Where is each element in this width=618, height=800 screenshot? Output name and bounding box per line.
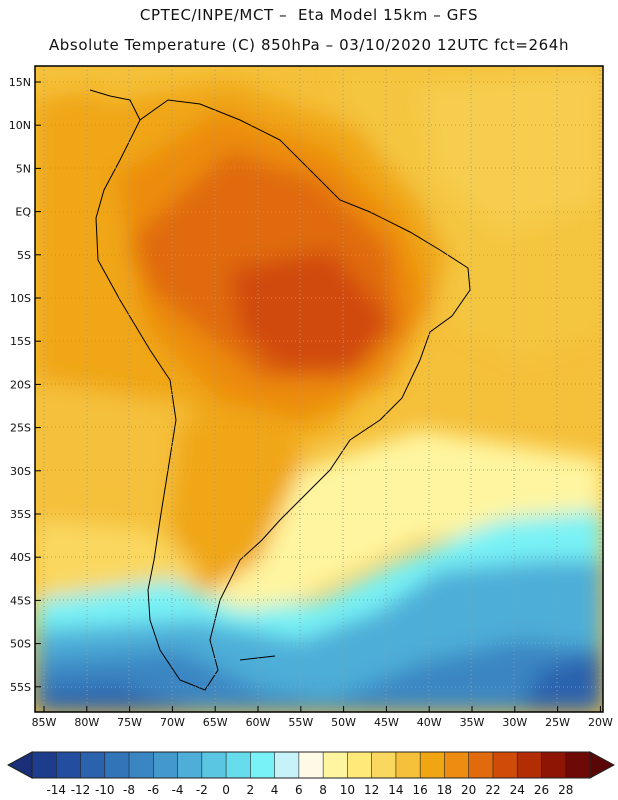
colorbar-swatch (468, 752, 494, 778)
colorbar-label: -12 (71, 783, 91, 797)
lat-label: EQ (15, 206, 31, 219)
colorbar (6, 751, 616, 779)
colorbar-label: -2 (196, 783, 208, 797)
lon-label: 60W (246, 716, 271, 729)
colorbar-label: 2 (247, 783, 255, 797)
colorbar-label: -8 (123, 783, 135, 797)
colorbar-swatch (226, 752, 251, 778)
colorbar-swatch (298, 752, 324, 778)
colorbar-swatch (565, 752, 591, 778)
colorbar-swatch (104, 752, 130, 778)
colorbar-label: 24 (510, 783, 525, 797)
lat-label: 40S (10, 551, 31, 564)
colorbar-swatch (395, 752, 421, 778)
colorbar-swatch (129, 752, 154, 778)
lon-label: 65W (203, 716, 228, 729)
colorbar-label: 22 (485, 783, 500, 797)
colorbar-swatch (371, 752, 397, 778)
colorbar-swatch (153, 752, 178, 778)
colorbar-swatch (323, 752, 348, 778)
lon-label: 55W (288, 716, 313, 729)
lat-label: 20S (10, 378, 31, 391)
colorbar-label: 18 (437, 783, 452, 797)
colorbar-labels: -14 -12 -10 -8 -6 -4 -2 0 2 4 6 8 10 12 14 16 18 20 22 24 26… (46, 783, 573, 797)
lat-label: 15S (10, 335, 31, 348)
lat-label: 5S (17, 249, 31, 262)
colorbar-swatch (56, 752, 81, 778)
lat-label: 10S (10, 292, 31, 305)
lat-label: 30S (10, 465, 31, 478)
colorbar-swatch (80, 752, 106, 778)
colorbar-swatch (444, 752, 470, 778)
colorbar-label: 16 (413, 783, 428, 797)
colorbar-label: 0 (222, 783, 230, 797)
lat-label: 5N (16, 162, 31, 175)
title-line-1: CPTEC/INPE/MCT – Eta Model 15km – GFS (139, 6, 479, 24)
lon-label: 80W (74, 716, 99, 729)
colorbar-label: 10 (340, 783, 355, 797)
temperature-field (35, 66, 603, 712)
colorbar-label: 8 (319, 783, 327, 797)
lon-label: 45W (374, 716, 399, 729)
graticule (35, 66, 603, 712)
lon-label: 75W (117, 716, 142, 729)
colorbar-swatch (347, 752, 373, 778)
colorbar-label: -4 (172, 783, 184, 797)
lat-label: 50S (10, 638, 31, 651)
lon-label: 30W (502, 716, 527, 729)
colorbar-label: -6 (147, 783, 159, 797)
lon-label: 25W (545, 716, 570, 729)
lat-label: 10N (9, 119, 31, 132)
map-frame (34, 65, 604, 713)
colorbar-label: -10 (95, 783, 115, 797)
colorbar-swatch (492, 752, 518, 778)
colorbar-label: -14 (46, 783, 66, 797)
lon-label: 20W (588, 716, 613, 729)
lat-label: 45S (10, 594, 31, 607)
colorbar-label: 12 (364, 783, 379, 797)
lat-label: 35S (10, 508, 31, 521)
colorbar-swatch (177, 752, 203, 778)
colorbar-label: 20 (461, 783, 476, 797)
lat-label: 15N (9, 76, 31, 89)
colorbar-swatch (274, 752, 300, 778)
colorbar-swatch (420, 752, 445, 778)
colorbar-swatch (517, 752, 542, 778)
colorbar-max-arrow (589, 751, 616, 779)
lon-label: 35W (460, 716, 485, 729)
colorbar-label: 14 (388, 783, 403, 797)
title-line-2: Absolute Temperature (C) 850hPa – 03/10/… (48, 36, 570, 54)
colorbar-swatch (250, 752, 276, 778)
colorbar-swatch (201, 752, 227, 778)
lat-label: 25S (10, 422, 31, 435)
colorbar-frame (31, 751, 591, 779)
colorbar-label: 26 (534, 783, 549, 797)
colorbar-swatch (541, 752, 567, 778)
colorbar-swatch (32, 752, 57, 778)
colorbar-min-arrow (6, 751, 33, 779)
lat-label: 55S (10, 681, 31, 694)
lon-label: 50W (331, 716, 356, 729)
colorbar-label: 6 (295, 783, 303, 797)
lon-label: 85W (32, 716, 57, 729)
colorbar-label: 28 (558, 783, 573, 797)
lon-label: 70W (160, 716, 185, 729)
lon-label: 40W (417, 716, 442, 729)
colorbar-label: 4 (271, 783, 279, 797)
